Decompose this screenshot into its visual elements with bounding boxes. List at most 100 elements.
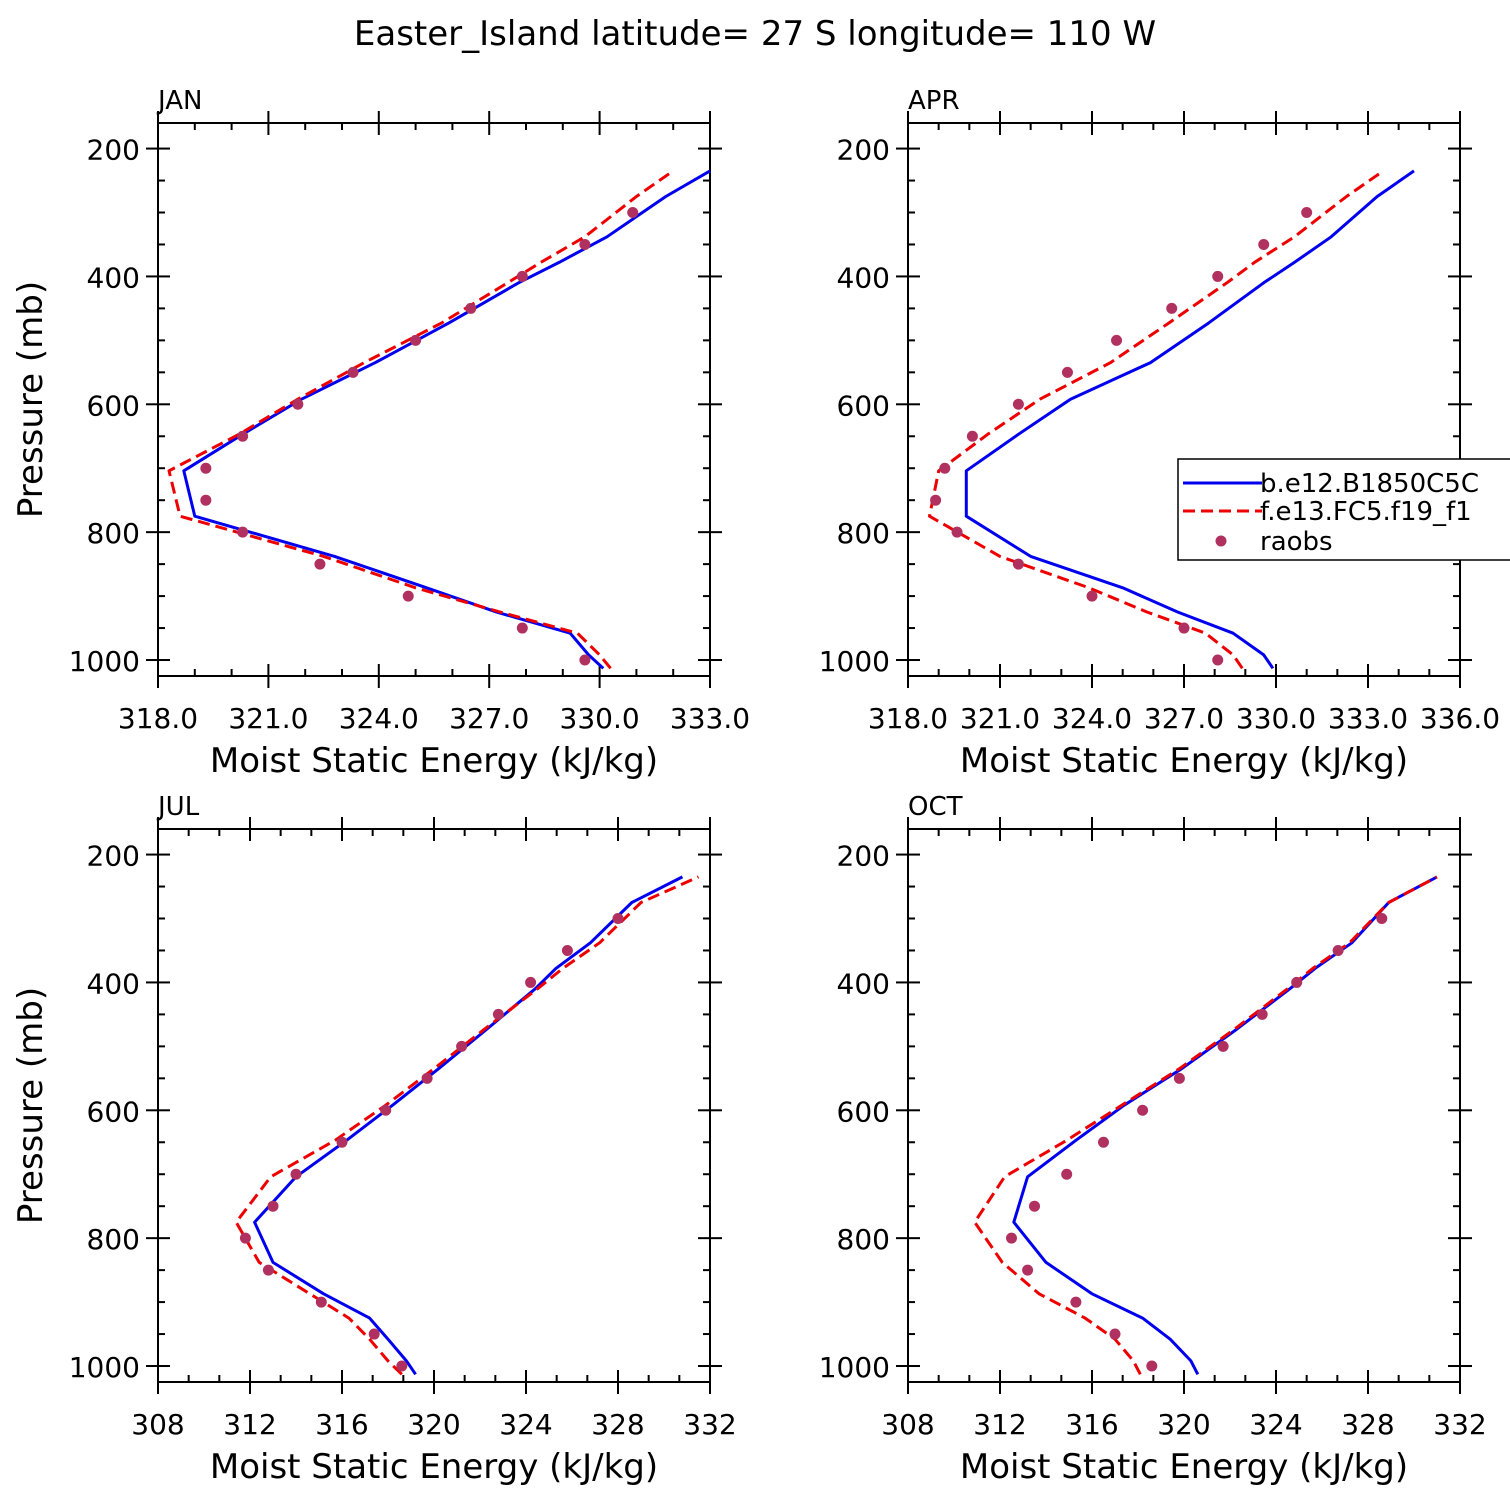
raobs-point [347, 366, 359, 378]
raobs-point [1146, 1360, 1158, 1372]
raobs-point [267, 1200, 279, 1212]
raobs-point [1212, 654, 1224, 666]
x-tick-label: 324 [1249, 1408, 1302, 1441]
raobs-point [262, 1264, 274, 1276]
raobs-point [1109, 1328, 1121, 1340]
legend-label: raobs [1260, 527, 1333, 557]
plot-frame [907, 828, 1461, 1383]
raobs-point [579, 238, 591, 250]
panel-jan: 200 400 600 800 1000 318.0 321.0 324.0 327.0 330.… [11, 86, 750, 781]
raobs-point [237, 430, 249, 442]
panel-jul: 200 400 600 800 1000 308 312 316 320 324 328 332 Moi… [11, 792, 737, 1487]
x-tick-label: 328 [1341, 1408, 1394, 1441]
y-tick-label: 1000 [69, 1351, 140, 1384]
raobs-point [368, 1328, 380, 1340]
x-axis-label: Moist Static Energy (kJ/kg) [960, 741, 1408, 781]
x-axis-label: Moist Static Energy (kJ/kg) [210, 1447, 658, 1487]
raobs-point [612, 913, 624, 925]
y-tick-label: 1000 [69, 645, 140, 678]
raobs-point [1217, 1040, 1229, 1052]
panel-label: OCT [908, 792, 963, 822]
x-tick-label: 330.0 [560, 702, 640, 735]
raobs-point [421, 1072, 433, 1084]
series-line-f-e13 [234, 875, 700, 1376]
x-tick-label: 318.0 [868, 702, 948, 735]
panel-label: JAN [156, 86, 202, 116]
x-tick-label: 320 [407, 1408, 460, 1441]
raobs-point [951, 526, 963, 538]
panel-oct: 200 400 600 800 1000 308 312 316 320 324 328 332 Moi… [819, 792, 1487, 1487]
raobs-point [314, 558, 326, 570]
raobs-point [456, 1040, 468, 1052]
raobs-point [1061, 366, 1073, 378]
x-tick-label: 324.0 [339, 702, 419, 735]
raobs-point [1173, 1072, 1185, 1084]
raobs-point [292, 398, 304, 410]
x-tick-label: 327.0 [449, 702, 529, 735]
raobs-point [465, 302, 477, 314]
raobs-point [1178, 622, 1190, 634]
raobs-point [290, 1168, 302, 1180]
y-tick-label: 200 [87, 840, 140, 873]
x-tick-label: 336.0 [1420, 702, 1500, 735]
x-tick-label: 312 [973, 1408, 1026, 1441]
raobs-point [200, 462, 212, 474]
raobs-point [410, 334, 422, 346]
panels-group: 200 400 600 800 1000 318.0 321.0 324.0 327.0 330.… [11, 86, 1500, 1487]
raobs-point [1256, 1008, 1268, 1020]
plot-frame [157, 828, 711, 1383]
y-tick-label: 1000 [819, 645, 890, 678]
raobs-point [1212, 270, 1224, 282]
x-tick-label: 321.0 [228, 702, 308, 735]
raobs-point [1258, 238, 1270, 250]
panel-label: APR [908, 86, 960, 116]
x-tick-label: 312 [223, 1408, 276, 1441]
y-tick-label: 600 [837, 389, 890, 422]
raobs-point [1022, 1264, 1034, 1276]
x-tick-label: 318.0 [118, 702, 198, 735]
raobs-point [1376, 913, 1388, 925]
raobs-point [1111, 334, 1123, 346]
panel-label: JUL [156, 792, 200, 822]
raobs-point [237, 526, 249, 538]
raobs-point [380, 1104, 392, 1116]
raobs-point [1098, 1136, 1109, 1148]
x-tick-label: 333.0 [1328, 702, 1408, 735]
figure-title: Easter_Island latitude= 27 S longitude= … [354, 14, 1156, 54]
series-line-b-e12 [964, 169, 1415, 670]
y-tick-label: 200 [837, 840, 890, 873]
y-tick-label: 600 [87, 1095, 140, 1128]
y-tick-label: 400 [87, 261, 140, 294]
y-tick-label: 200 [837, 134, 890, 167]
plot-frame [157, 122, 711, 677]
x-tick-label: 324 [499, 1408, 552, 1441]
legend-marker [1215, 535, 1227, 547]
raobs-point [1291, 976, 1303, 988]
x-tick-label: 308 [131, 1408, 184, 1441]
x-tick-label: 327.0 [1144, 702, 1224, 735]
x-tick-label: 316 [1065, 1408, 1118, 1441]
x-tick-label: 328 [591, 1408, 644, 1441]
series-line-f-e13 [167, 169, 675, 670]
raobs-point [1086, 590, 1098, 602]
y-tick-label: 800 [87, 1223, 140, 1256]
x-axis-label: Moist Static Energy (kJ/kg) [960, 1447, 1408, 1487]
raobs-point [1166, 302, 1178, 314]
raobs-point [1012, 558, 1024, 570]
raobs-point [1332, 944, 1344, 956]
legend-label: f.e13.FC5.f19_f1 [1260, 497, 1472, 527]
panel-apr: 200 400 600 800 1000 318.0 321.0 324.0 327.0 330.… [819, 86, 1500, 781]
raobs-point [516, 270, 528, 282]
x-tick-label: 333.0 [670, 702, 750, 735]
raobs-point [1012, 398, 1024, 410]
x-tick-label: 324.0 [1052, 702, 1132, 735]
plot-frame [907, 122, 1461, 677]
x-axis-label: Moist Static Energy (kJ/kg) [210, 741, 658, 781]
raobs-point [561, 944, 573, 956]
raobs-point [402, 590, 414, 602]
raobs-point [492, 1008, 504, 1020]
y-tick-label: 600 [87, 389, 140, 422]
raobs-point [525, 976, 537, 988]
